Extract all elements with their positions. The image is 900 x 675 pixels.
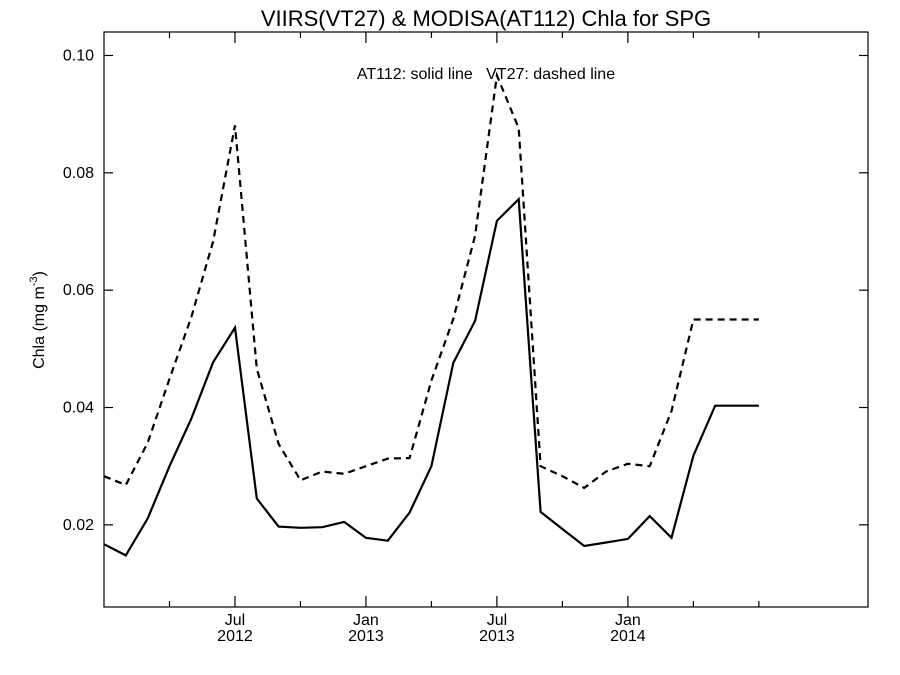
series-layer: [103, 71, 759, 557]
x-tick-label-year: 2014: [610, 628, 646, 645]
y-tick-label: 0.02: [63, 517, 94, 534]
line-style-annotation: AT112: solid line VT27: dashed line: [357, 66, 615, 83]
series-line-vt27: [103, 71, 759, 490]
plot-frame: [103, 31, 869, 608]
x-tick-label-month: Jan: [615, 612, 641, 629]
y-axis-label-superscript: -3: [28, 276, 40, 286]
y-tick-label: 0.08: [63, 165, 94, 182]
x-tick-label-month: Jan: [353, 612, 379, 629]
y-tick-label: 0.04: [63, 400, 94, 417]
x-tick-label-year: 2013: [348, 628, 384, 645]
y-axis-ticks: 0.02 0.04 0.06 0.08 0.10: [63, 47, 868, 534]
x-tick-label-year: 2012: [217, 628, 253, 645]
x-tick-label-year: 2013: [479, 628, 515, 645]
x-tick-label-month: Jul: [225, 612, 245, 629]
y-axis-label-main: Chla (mg m: [31, 286, 48, 369]
x-tick-label-month: Jul: [487, 612, 507, 629]
chart-title: VIIRS(VT27) & MODISA(AT112) Chla for SPG: [261, 6, 711, 31]
series-line-at112: [103, 196, 759, 557]
y-axis-label-close: ): [31, 271, 48, 276]
y-tick-label: 0.06: [63, 282, 94, 299]
y-tick-label: 0.10: [63, 47, 94, 64]
y-axis-label: Chla (mg m-3): [28, 271, 48, 369]
